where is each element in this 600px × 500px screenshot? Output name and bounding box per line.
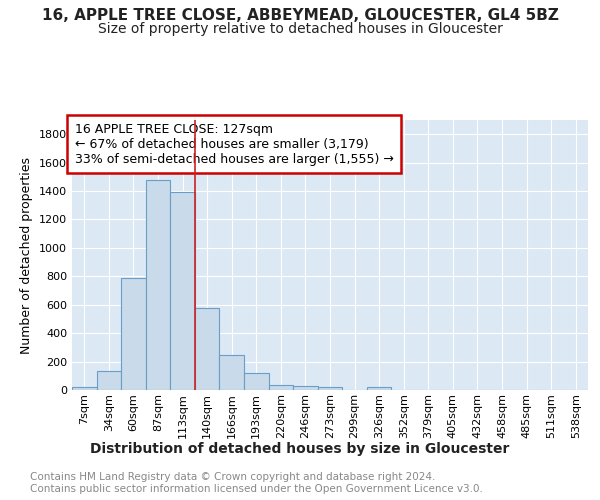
Text: 16, APPLE TREE CLOSE, ABBEYMEAD, GLOUCESTER, GL4 5BZ: 16, APPLE TREE CLOSE, ABBEYMEAD, GLOUCES… <box>41 8 559 22</box>
Text: Size of property relative to detached houses in Gloucester: Size of property relative to detached ho… <box>98 22 502 36</box>
Bar <box>97 371 121 390</box>
Bar <box>244 373 269 390</box>
Bar <box>72 387 97 390</box>
Bar <box>269 385 293 390</box>
Bar <box>146 180 170 390</box>
Text: 16 APPLE TREE CLOSE: 127sqm
← 67% of detached houses are smaller (3,179)
33% of : 16 APPLE TREE CLOSE: 127sqm ← 67% of det… <box>74 122 394 166</box>
Bar <box>220 355 244 390</box>
Bar <box>195 308 220 390</box>
Bar <box>121 278 146 390</box>
Bar <box>318 387 342 390</box>
Bar <box>367 387 391 390</box>
Text: Distribution of detached houses by size in Gloucester: Distribution of detached houses by size … <box>91 442 509 456</box>
Bar <box>293 386 318 390</box>
Text: Contains HM Land Registry data © Crown copyright and database right 2024.
Contai: Contains HM Land Registry data © Crown c… <box>30 472 483 494</box>
Bar <box>170 192 195 390</box>
Y-axis label: Number of detached properties: Number of detached properties <box>20 156 34 354</box>
